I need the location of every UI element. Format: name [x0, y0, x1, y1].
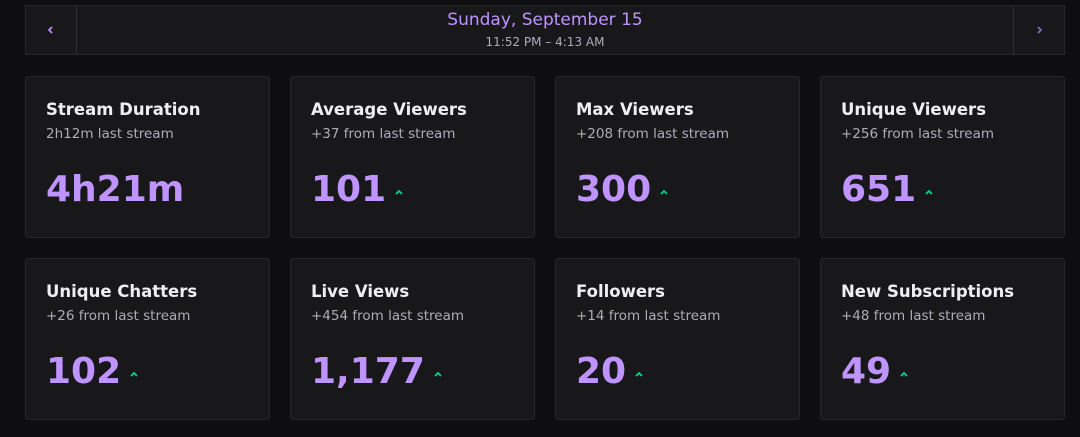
date-title: Sunday, September 15: [447, 10, 643, 30]
stat-card: Followers +14 from last stream 20: [555, 258, 800, 420]
stat-value: 1,177: [311, 351, 425, 392]
stat-comparison: +14 from last stream: [576, 308, 721, 324]
chevron-left: [47, 26, 53, 34]
trend-up-icon: [925, 189, 933, 195]
prev-button[interactable]: [26, 6, 77, 54]
stat-value: 651: [841, 169, 917, 210]
stat-comparison: 2h12m last stream: [46, 126, 174, 142]
stat-title: Followers: [576, 282, 665, 301]
stat-card: Average Viewers +37 from last stream 101: [290, 76, 535, 238]
stat-value-row: 4h21m: [46, 169, 184, 210]
stat-card: Live Views +454 from last stream 1,177: [290, 258, 535, 420]
stat-value-row: 651: [841, 169, 934, 210]
time-range: 11:52 PM – 4:13 AM: [485, 35, 605, 49]
stat-title: Live Views: [311, 282, 410, 301]
stat-value: 49: [841, 351, 892, 392]
stat-comparison: +208 from last stream: [576, 126, 730, 142]
stat-value: 300: [576, 169, 652, 210]
stat-value: 102: [46, 351, 122, 392]
trend-up-icon: [635, 371, 643, 377]
stat-value: 101: [311, 169, 387, 210]
next-button[interactable]: [1013, 6, 1064, 54]
trend-up-icon: [130, 371, 138, 377]
stat-title: Unique Viewers: [841, 100, 987, 119]
stat-value-row: 102: [46, 351, 139, 392]
stat-title: New Subscriptions: [841, 282, 1015, 301]
trend-up-icon: [900, 371, 908, 377]
stat-comparison: +37 from last stream: [311, 126, 456, 142]
stat-comparison: +48 from last stream: [841, 308, 986, 324]
stat-value-row: 300: [576, 169, 669, 210]
stat-title: Max Viewers: [576, 100, 694, 119]
stat-value-row: 101: [311, 169, 404, 210]
stat-card: Stream Duration 2h12m last stream 4h21m: [25, 76, 270, 238]
stat-value: 4h21m: [46, 169, 185, 210]
stat-comparison: +454 from last stream: [311, 308, 465, 324]
stat-comparison: +256 from last stream: [841, 126, 995, 142]
stat-value-row: 20: [576, 351, 644, 392]
stat-card: Unique Chatters +26 from last stream 102: [25, 258, 270, 420]
chevron-right: [1037, 26, 1043, 34]
trend-up-icon: [660, 189, 668, 195]
stat-card: Unique Viewers +256 from last stream 651: [820, 76, 1065, 238]
stat-value-row: 1,177: [311, 351, 443, 392]
date-bar: Sunday, September 15 11:52 PM – 4:13 AM: [25, 5, 1065, 55]
stat-value: 20: [576, 351, 627, 392]
stat-title: Average Viewers: [311, 100, 467, 119]
stat-title: Stream Duration: [46, 100, 201, 119]
stat-value-row: 49: [841, 351, 909, 392]
trend-up-icon: [434, 371, 442, 377]
trend-up-icon: [395, 189, 403, 195]
stat-comparison: +26 from last stream: [46, 308, 191, 324]
stat-title: Unique Chatters: [46, 282, 198, 301]
stat-card: Max Viewers +208 from last stream 300: [555, 76, 800, 238]
stat-card: New Subscriptions +48 from last stream 49: [820, 258, 1065, 420]
